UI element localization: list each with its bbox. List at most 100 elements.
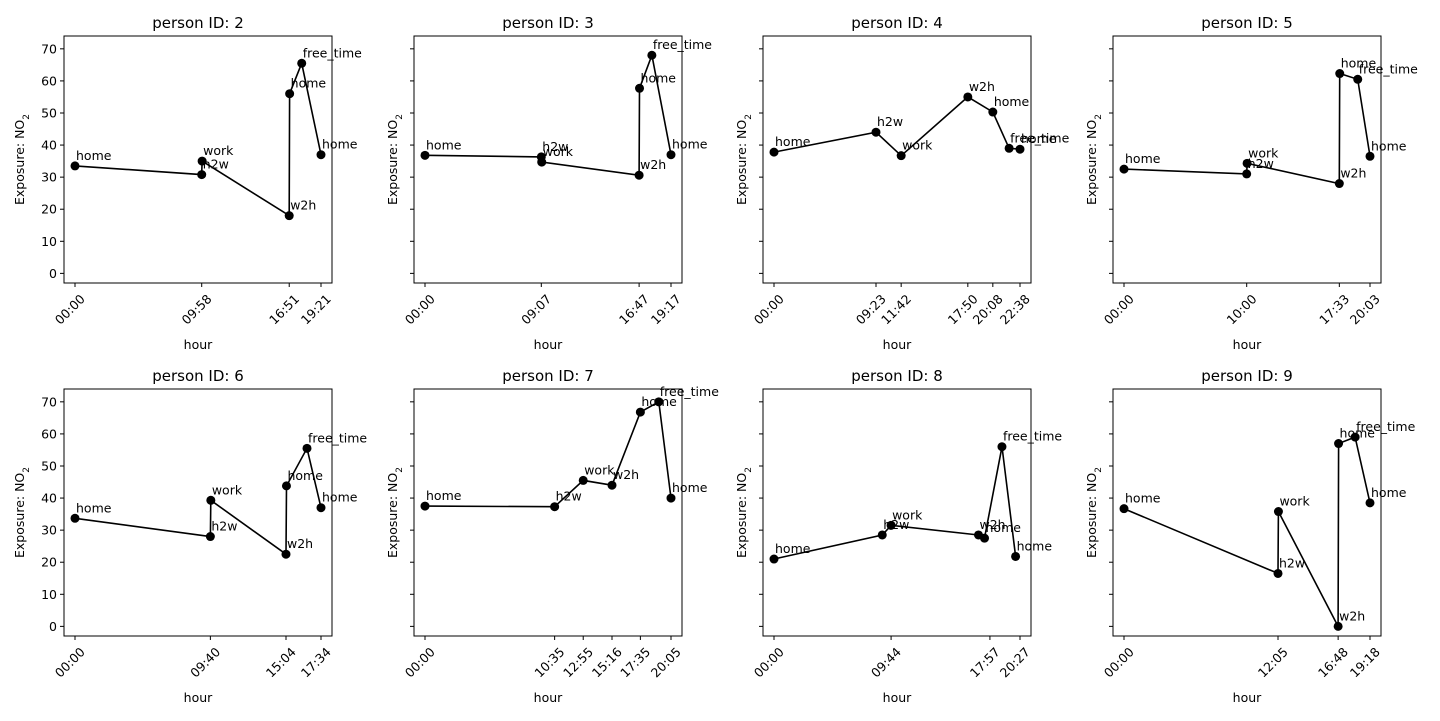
- chart-8-title: person ID: 9: [1201, 367, 1293, 385]
- chart-1-point-label-5: free_time: [303, 45, 362, 60]
- chart-5-ytick-label-5: 50: [41, 458, 57, 473]
- chart-7-xtick-label-1: 09:44: [868, 644, 904, 680]
- chart-6-point-label-1: h2w: [556, 489, 582, 504]
- chart-1-ytick-label-0: 0: [49, 266, 57, 281]
- chart-8-point-label-1: h2w: [1279, 555, 1305, 570]
- chart-5-ytick-label-0: 0: [49, 619, 57, 634]
- chart-3-title: person ID: 4: [851, 14, 943, 32]
- chart-5-axes-frame: [63, 388, 333, 637]
- chart-8-point-label-6: home: [1371, 485, 1407, 500]
- chart-2: person ID: 3 Exposure: NO2 00:00 09:07 16:47…: [385, 14, 712, 352]
- chart-3-point-4-home: [988, 107, 998, 117]
- chart-3-point-3-w2h: [963, 92, 973, 102]
- chart-8-point-6-home: [1365, 498, 1375, 508]
- chart-5-point-label-1: h2w: [211, 519, 237, 534]
- chart-6-point-4-home: [635, 407, 645, 417]
- chart-6-point-0-home: [420, 501, 430, 511]
- chart-1-point-0-home: [70, 161, 80, 171]
- chart-5-ytick-label-1: 10: [41, 587, 57, 602]
- chart-1-ylabel: Exposure: NO2: [12, 114, 32, 205]
- chart-7-point-6-home: [1011, 551, 1021, 561]
- chart-7-point-0-home: [769, 554, 779, 564]
- chart-1-point-label-6: home: [322, 137, 358, 152]
- chart-7-point-label-3: w2h: [979, 517, 1005, 532]
- chart-3-point-label-1: h2w: [877, 114, 903, 129]
- chart-1-xlabel: hour: [184, 337, 213, 352]
- chart-4-point-label-5: free_time: [1359, 61, 1418, 76]
- chart-7-point-label-6: home: [1017, 538, 1053, 553]
- chart-6-ylabel: Exposure: NO2: [385, 467, 405, 558]
- chart-5-point-2-work: [206, 495, 216, 505]
- chart-2-point-0-home: [420, 150, 430, 160]
- chart-6-point-label-6: home: [672, 480, 708, 495]
- chart-6: person ID: 7 Exposure: NO2 00:00 10:3512:55…: [385, 367, 719, 705]
- chart-1-ylabel-main: Exposure: NO: [12, 120, 27, 205]
- chart-4-point-label-6: home: [1371, 138, 1407, 153]
- chart-7-point-label-5: free_time: [1003, 429, 1062, 444]
- chart-7-point-label-0: home: [775, 541, 811, 556]
- chart-3-point-5-free-time: [1004, 143, 1014, 153]
- chart-4-xlabel: hour: [1233, 337, 1262, 352]
- chart-1-point-label-2: work: [203, 143, 234, 158]
- chart-2-point-label-2: work: [543, 144, 574, 159]
- chart-2-point-label-6: home: [672, 137, 708, 152]
- chart-8-xtick-label-0: 00:00: [1101, 644, 1137, 680]
- chart-6-point-5-free-time: [654, 397, 664, 407]
- chart-1-ytick-label-4: 40: [41, 138, 57, 153]
- chart-7: person ID: 8 Exposure: NO2 00:00 09:44 17:57…: [734, 367, 1062, 705]
- chart-5-point-6-home: [316, 503, 326, 513]
- chart-7-point-1-h2w: [877, 530, 887, 540]
- chart-4-point-4-home: [1335, 69, 1345, 79]
- chart-1-point-label-3: w2h: [290, 198, 316, 213]
- chart-5-ytick-label-6: 60: [41, 426, 57, 441]
- chart-2-point-2-work: [537, 157, 547, 167]
- chart-2-xtick-label-0: 00:00: [402, 291, 438, 327]
- chart-5-xtick-label-2: 15:04: [263, 644, 299, 680]
- chart-6-point-label-3: w2h: [613, 467, 639, 482]
- chart-1-ytick-label-6: 60: [41, 73, 57, 88]
- chart-1-ylabel-sub: 2: [22, 114, 32, 120]
- chart-4-ylabel-main: Exposure: NO: [1084, 120, 1099, 205]
- chart-5-point-3-w2h: [281, 549, 291, 559]
- chart-5-point-0-home: [70, 513, 80, 523]
- chart-3-point-1-h2w: [871, 127, 881, 137]
- chart-5-point-label-3: w2h: [287, 536, 313, 551]
- chart-1-xtick-label-2: 16:51: [266, 291, 302, 327]
- chart-5-ylabel: Exposure: NO2: [12, 467, 32, 558]
- chart-3-point-label-5: free_time: [1010, 130, 1069, 145]
- chart-8-xtick-label-3: 19:18: [1347, 644, 1383, 680]
- chart-3-xtick-label-0: 00:00: [751, 291, 787, 327]
- chart-5-ytick-label-4: 40: [41, 491, 57, 506]
- chart-1-point-1-h2w: [197, 170, 207, 180]
- chart-2-xtick-label-3: 19:17: [648, 291, 684, 327]
- chart-8-point-label-4: home: [1340, 426, 1376, 441]
- chart-3-point-label-6: home: [1021, 131, 1057, 146]
- chart-7-axes-frame: [762, 388, 1032, 637]
- chart-5-xlabel: hour: [184, 690, 213, 705]
- chart-6-xtick-label-3: 15:16: [589, 644, 625, 680]
- chart-2-xtick-label-1: 09:07: [518, 291, 554, 327]
- chart-3-point-label-3: w2h: [969, 79, 995, 94]
- chart-5-title: person ID: 6: [152, 367, 244, 385]
- chart-7-xtick-label-3: 20:27: [997, 644, 1033, 680]
- chart-4-point-5-free-time: [1353, 74, 1363, 84]
- chart-6-series-line: [424, 400, 672, 508]
- chart-4-point-label-4: home: [1341, 56, 1377, 71]
- chart-2-point-label-1: h2w: [542, 139, 568, 154]
- chart-6-xtick-label-5: 20:05: [648, 644, 684, 680]
- chart-6-xtick-label-1: 10:35: [531, 644, 567, 680]
- chart-2-ylabel: Exposure: NO2: [385, 114, 405, 205]
- chart-8-point-2-work: [1273, 507, 1283, 517]
- chart-3-point-label-2: work: [902, 138, 933, 153]
- chart-8-point-label-3: w2h: [1339, 608, 1365, 623]
- chart-6-point-1-h2w: [550, 502, 560, 512]
- chart-2-point-label-3: w2h: [640, 157, 666, 172]
- chart-4-xtick-label-0: 00:00: [1101, 291, 1137, 327]
- chart-8-ylabel-main: Exposure: NO: [1084, 473, 1099, 558]
- chart-4-point-label-3: w2h: [1340, 166, 1366, 181]
- chart-1-axes-frame: [63, 35, 333, 284]
- chart-5-point-label-6: home: [322, 490, 358, 505]
- chart-6-xtick-label-0: 00:00: [402, 644, 438, 680]
- chart-7-xtick-label-0: 00:00: [751, 644, 787, 680]
